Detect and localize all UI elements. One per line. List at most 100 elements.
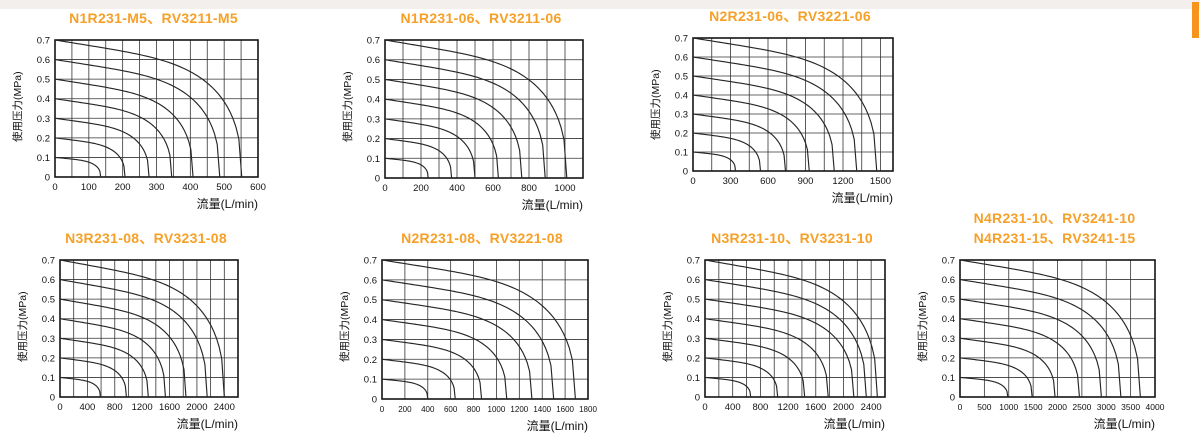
x-tick-label: 1000 [488,405,506,414]
flow-curve [384,39,568,179]
y-tick-label: 0.3 [675,110,688,121]
flow-chart-n3r231-08: N3R231-08、RV3231-08 0 0.1 0.2 0.3 0.4 0.5 0.6 0.… [16,228,250,435]
chart-title: N3R231-08、RV3231-08 [65,230,227,246]
chart-title: N3R231-10、RV3231-10 [711,230,873,246]
x-tick-label: 900 [798,176,814,187]
y-tick-label: 0 [50,393,55,404]
flow-curve [54,59,221,178]
y-tick-label: 0.1 [37,153,50,164]
y-tick-label: 0.3 [364,335,377,346]
x-tick-label: 800 [107,402,123,413]
x-tick-label: 500 [216,182,232,193]
x-tick-label: 200 [115,182,131,193]
y-tick-label: 0.7 [37,36,50,47]
plot-border [59,259,239,398]
x-axis-ticks: 0 500 1000 1500 2000 2500 3000 3500 4000 [958,402,1165,412]
x-tick-label: 1500 [870,176,891,187]
y-tick-label: 0 [375,174,380,185]
x-tick-label: 2000 [186,402,207,413]
y-tick-label: 0.2 [37,133,50,144]
y-tick-label: 0.1 [367,154,380,165]
x-tick-label: 3000 [1097,402,1116,412]
y-axis-label: 使用压力(MPa) [661,291,674,362]
flow-curve [704,298,855,398]
y-tick-label: 0.6 [364,275,377,286]
y-tick-label: 0 [683,167,688,178]
y-tick-label: 0 [45,173,50,184]
y-tick-label: 0.7 [675,34,688,45]
flow-curve [959,259,1141,398]
y-axis-ticks: 0 0.1 0.2 0.3 0.4 0.5 0.6 0.7 [687,256,700,404]
x-tick-label: 0 [958,402,963,412]
x-axis-ticks: 0 400 800 1200 1600 2000 2400 [57,402,235,413]
flow-curve [959,279,1122,398]
flow-curve [381,338,483,400]
y-tick-label: 0.6 [687,275,700,286]
flow-curves [959,259,1141,398]
chart-canvas: 0 0.1 0.2 0.3 0.4 0.5 0.6 0.7 0 200 400 600 800 1000 使… [341,36,584,212]
x-tick-label: 0 [57,402,62,413]
flow-curves [704,259,878,398]
chart-title: N2R231-06、RV3221-06 [709,8,871,24]
x-tick-label: 200 [398,405,412,414]
y-tick-label: 0.1 [42,373,55,384]
y-tick-label: 0.3 [42,334,55,345]
x-tick-label: 500 [977,402,991,412]
chart-canvas: 0 0.1 0.2 0.3 0.4 0.5 0.6 0.7 0 100 200 300 400 500 60… [11,36,266,212]
y-axis-ticks: 0 0.1 0.2 0.3 0.4 0.5 0.6 0.7 [37,36,50,184]
flow-curve [59,337,149,398]
flow-curve [384,78,523,179]
y-tick-label: 0.2 [687,353,700,364]
y-tick-label: 0.2 [942,353,955,364]
x-tick-label: 4000 [1146,402,1165,412]
x-tick-label: 300 [149,182,165,193]
flow-curve [959,298,1102,398]
x-tick-label: 400 [725,402,741,413]
chart-canvas: 0 0.1 0.2 0.3 0.4 0.5 0.6 0.7 0 400 800 1200 1600 200… [16,256,239,431]
plot-border [692,37,894,172]
y-axis-ticks: 0 0.1 0.2 0.3 0.4 0.5 0.6 0.7 [675,34,688,178]
x-tick-label: 2400 [861,402,882,413]
y-tick-label: 0.5 [37,75,50,86]
plot-border [959,259,1156,398]
flow-curve [704,376,752,398]
flow-curves [54,39,243,178]
x-tick-label: 800 [521,183,537,194]
flow-curve [692,75,835,172]
x-tick-label: 600 [250,182,266,193]
x-tick-label: 2000 [833,402,854,413]
y-tick-label: 0.7 [364,256,377,267]
y-tick-label: 0 [372,395,377,406]
flow-curve [54,39,243,178]
y-tick-label: 0.1 [675,148,688,159]
chart-title: N2R231-08、RV3221-08 [401,230,563,246]
x-tick-label: 2000 [1048,402,1067,412]
y-tick-label: 0.2 [42,353,55,364]
chart-canvas: 0 0.1 0.2 0.3 0.4 0.5 0.6 0.7 0 400 800 1200 1600 200… [661,256,886,431]
y-tick-label: 0.6 [42,275,55,286]
y-tick-label: 0.3 [367,114,380,125]
flow-curves [692,37,878,172]
flow-chart-n2r231-06: N2R231-06、RV3221-06 0 0.1 0.2 0.3 0.4 0.5 0.6 0.… [649,6,905,209]
y-tick-label: 0.3 [942,334,955,345]
y-tick-label: 0.4 [367,95,380,106]
flow-curve [59,298,187,398]
flow-curve [704,357,779,398]
y-tick-label: 0.6 [675,53,688,64]
flow-curves [384,39,568,179]
y-tick-label: 0.7 [367,36,380,47]
x-axis-label: 流量(L/min) [1094,417,1155,431]
y-tick-label: 0.7 [942,256,955,267]
x-tick-label: 300 [723,176,739,187]
x-tick-label: 0 [380,405,385,414]
chart-title: N1R231-06、RV3211-06 [400,10,562,26]
x-tick-label: 400 [421,405,435,414]
flow-curve [692,94,810,172]
page-edge-accent-bar [1192,2,1199,38]
chart-grid [54,39,259,178]
x-tick-label: 400 [79,402,95,413]
x-axis-label: 流量(L/min) [832,191,893,205]
flow-curve [59,318,167,398]
x-tick-label: 0 [52,182,57,193]
flow-curve [59,357,127,398]
